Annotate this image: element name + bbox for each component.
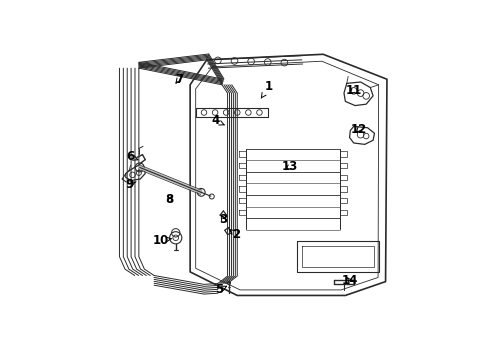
Text: 9: 9 <box>125 178 136 191</box>
Text: 6: 6 <box>126 150 138 163</box>
Text: 13: 13 <box>282 160 298 173</box>
Text: 5: 5 <box>215 283 227 296</box>
Text: 3: 3 <box>220 213 227 226</box>
Text: 11: 11 <box>345 84 362 97</box>
Text: 2: 2 <box>229 228 240 241</box>
Text: 12: 12 <box>351 123 368 136</box>
Text: 7: 7 <box>175 73 183 86</box>
Text: 1: 1 <box>261 80 273 98</box>
Text: 4: 4 <box>211 114 224 127</box>
Text: 8: 8 <box>165 193 173 206</box>
Text: 14: 14 <box>342 274 358 287</box>
Text: 10: 10 <box>153 234 172 247</box>
